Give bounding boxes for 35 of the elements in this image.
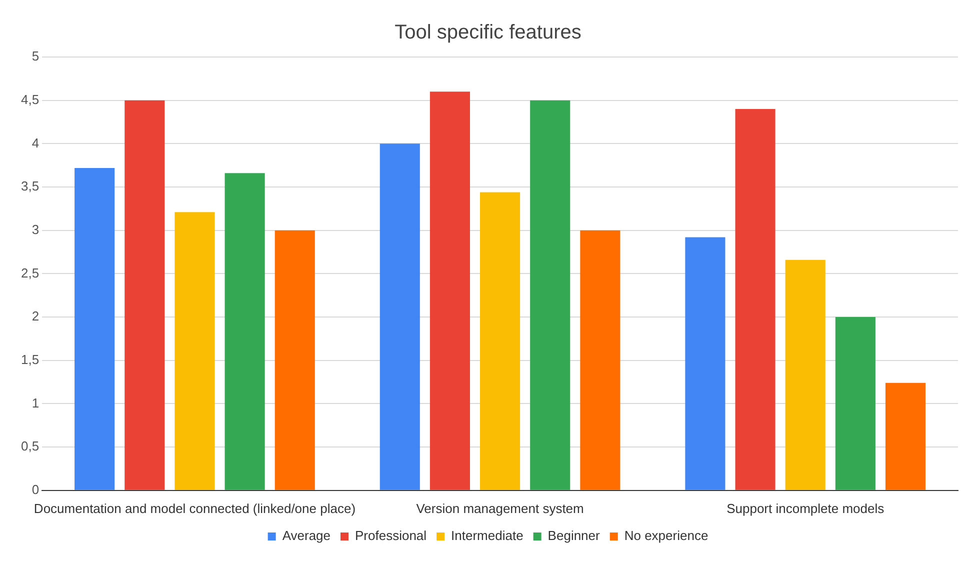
bar <box>274 230 315 490</box>
legend-label: Intermediate <box>451 528 524 544</box>
bar <box>835 317 876 490</box>
y-tick-label: 4,5 <box>20 92 40 107</box>
y-tick-label: 3,5 <box>20 178 40 194</box>
bar <box>685 237 726 490</box>
legend-label: Average <box>282 528 331 544</box>
bar <box>735 109 776 490</box>
x-tick-label: Documentation and model connected (linked/one place) <box>34 500 356 516</box>
chart-title: Tool specific features <box>394 22 582 44</box>
bar <box>174 212 215 490</box>
y-tick-label: 4 <box>32 135 40 150</box>
bar <box>785 260 826 490</box>
legend-label: No experience <box>624 528 708 544</box>
y-tick-label: 1 <box>32 395 40 410</box>
y-tick-label: 0,5 <box>20 438 40 454</box>
y-tick-label: 3 <box>32 222 40 237</box>
bar <box>224 173 265 490</box>
bar <box>74 168 115 490</box>
bar <box>530 100 570 490</box>
bar <box>885 382 926 490</box>
x-tick-label: Version management system <box>416 500 584 516</box>
legend-label: Beginner <box>548 528 601 544</box>
bar <box>430 92 470 490</box>
y-tick-label: 0 <box>32 482 40 497</box>
y-tick-label: 2 <box>32 308 40 324</box>
y-tick-label: 5 <box>32 48 40 64</box>
bar <box>124 100 165 490</box>
legend-label: Professional <box>355 528 427 544</box>
x-tick-label: Support incomplete models <box>726 500 885 516</box>
bar <box>380 144 420 490</box>
y-tick-label: 1,5 <box>20 352 40 367</box>
y-tick-label: 2,5 <box>20 265 40 280</box>
bar <box>580 230 620 490</box>
bar <box>480 192 520 490</box>
